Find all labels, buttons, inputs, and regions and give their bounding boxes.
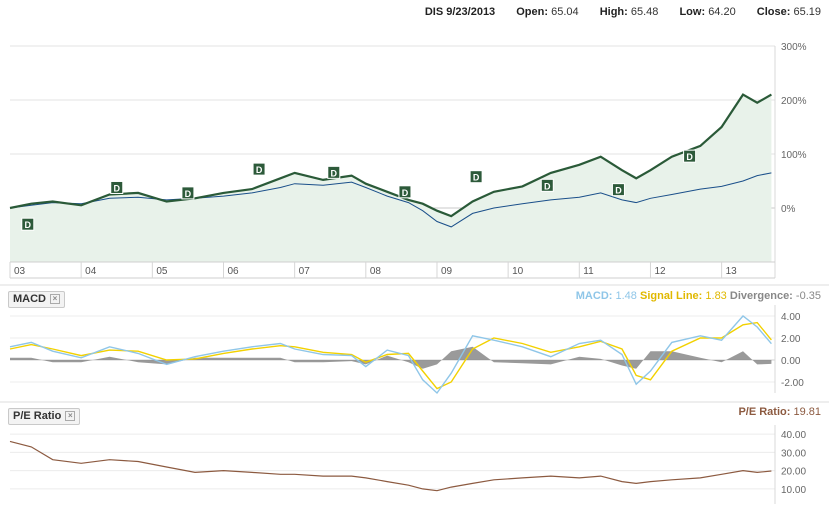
x-tick-label: 09 [441,266,453,277]
dividend-marker [683,149,697,163]
dividend-marker [469,170,483,184]
x-tick-label: 03 [14,266,26,277]
dividend-marker-label: D [615,186,622,196]
dividend-marker-label: D [331,168,338,178]
pe-legend: P/E Ratio: 19.81 [738,406,821,418]
macd-divergence-bars [10,346,772,369]
pe-y-tick-label: 10.00 [781,485,806,496]
quote-header: DIS 9/23/2013 Open: 65.04 High: 65.48 Lo… [425,6,821,18]
pe-y-tick-label: 40.00 [781,430,806,441]
dividend-marker [21,217,35,231]
dividend-marker-label: D [25,220,32,230]
pe-legend-value: 19.81 [793,406,821,418]
dividend-marker [398,185,412,199]
macd-y-tick-label: -2.00 [781,378,804,389]
x-tick-label: 11 [583,266,594,277]
divergence-area [10,346,772,369]
pe-line [9,440,772,492]
divergence-legend-label: Divergence: [729,290,793,302]
pe-lines [9,440,772,492]
main-lines [9,93,772,228]
close-value: 65.19 [793,6,821,18]
macd-y-tick-label: 4.00 [781,312,801,323]
symbol-date: DIS 9/23/2013 [424,6,496,18]
macd-y-tick-label: 0.00 [781,356,801,367]
main-y-tick-label: 0% [781,204,796,215]
macd-legend-value: 1.48 [615,290,637,302]
main-series-line [9,93,772,218]
dividend-marker [181,186,195,200]
dividend-marker-label: D [113,183,120,193]
x-tick-label: 04 [85,266,97,277]
pe-grid [0,401,829,504]
dividend-marker-label: D [256,165,263,175]
signal-legend-value: 1.83 [705,290,727,302]
main-axis: 300% 200% 100% 0% 03 04 05 06 07 08 09 10 11 12 13 [9,42,807,279]
dividend-marker [327,165,341,179]
dividend-marker [252,162,266,176]
pe-legend-label: P/E Ratio: [738,406,791,418]
divergence-legend-value: -0.35 [795,290,821,302]
macd-button-label: MACD [13,293,46,305]
dividend-marker [540,178,554,192]
macd-legend: MACD: 1.48 Signal Line: 1.83 Divergence:… [576,290,821,302]
macd-legend-label: MACD: [575,290,613,302]
macd-line [9,315,772,395]
close-icon[interactable]: × [50,294,60,305]
x-tick-label: 12 [654,266,666,277]
signal-legend-label: Signal Line: [639,290,703,302]
pe-y-tick-label: 20.00 [781,467,806,478]
dividend-marker [611,183,625,197]
low-label: Low: [679,6,706,18]
dividend-marker-label: D [185,189,192,199]
macd-y-tick-label: 2.00 [781,334,801,345]
x-tick-label: 10 [512,266,524,277]
macd-axis: 4.00 2.00 0.00 -2.00 [781,312,804,389]
pe-y-tick-label: 30.00 [781,448,806,459]
main-y-tick-label: 100% [781,150,807,161]
main-area [10,94,772,262]
macd-toggle-button[interactable]: MACD × [8,291,65,308]
x-tick-label: 05 [156,266,168,277]
high-value: 65.48 [630,6,659,18]
signal-line [9,321,772,390]
dividend-marker-label: D [402,188,409,198]
x-tick-label: 13 [726,266,738,277]
main-area-fill [10,94,772,262]
x-tick-label: 06 [227,266,239,277]
pe-toggle-button[interactable]: P/E Ratio × [8,408,81,425]
pe-button-label: P/E Ratio [13,410,62,422]
dividend-marker-label: D [686,152,693,162]
main-y-tick-label: 200% [781,96,807,107]
open-value: 65.04 [551,6,579,18]
dividend-markers[interactable]: D D D D D D D D D D [21,149,697,231]
close-icon[interactable]: × [65,411,76,422]
pe-axis: 40.00 30.00 20.00 10.00 [781,430,806,496]
high-label: High: [599,6,628,18]
main-y-tick-label: 300% [781,42,807,53]
macd-lines [9,315,772,395]
dividend-marker-label: D [473,173,480,183]
x-tick-label: 07 [299,266,311,277]
close-label: Close: [756,6,791,18]
x-tick-label: 08 [370,266,382,277]
low-value: 64.20 [708,6,736,18]
dividend-marker-label: D [544,181,551,191]
open-label: Open: [516,6,549,18]
dividend-marker [110,180,124,194]
